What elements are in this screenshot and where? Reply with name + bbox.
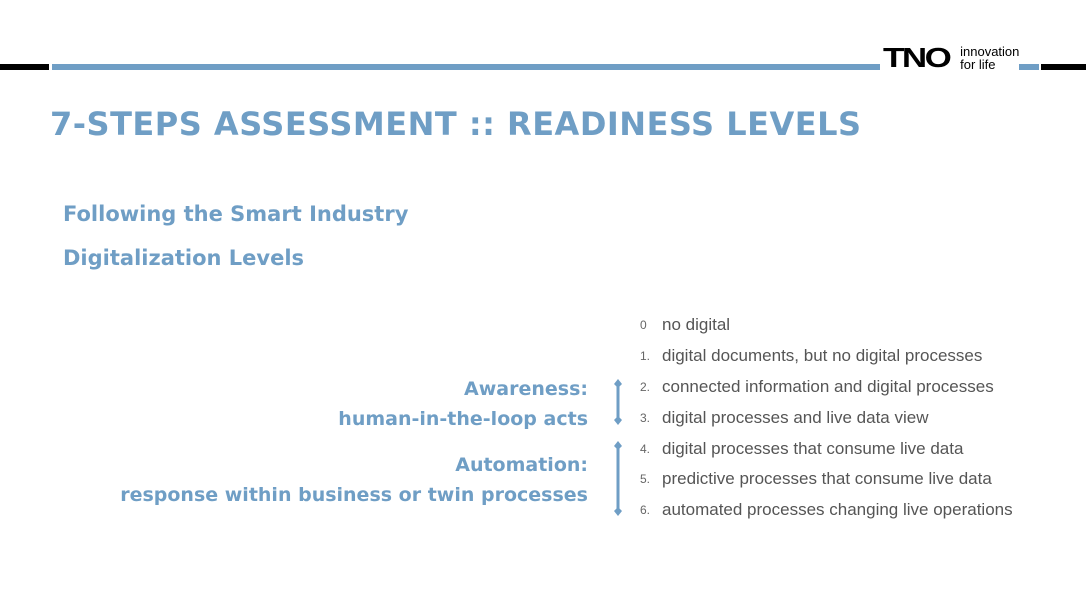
level-number: 4. <box>640 441 651 456</box>
level-text: automated processes changing live operat… <box>662 500 1013 520</box>
awareness-subtitle: human-in-the-loop acts <box>338 408 588 430</box>
level-number: 2. <box>640 379 651 394</box>
level-number: 1. <box>640 349 651 364</box>
level-text: digital processes that consume live data <box>662 438 964 458</box>
level-text: no digital <box>662 315 731 335</box>
readiness-level-list: 0 no digital 1. digital documents, but n… <box>636 310 1013 526</box>
header-bar-blue <box>52 64 880 70</box>
logo-tagline: innovation for life <box>960 44 1020 72</box>
awareness-group-label: Awareness: human-in-the-loop acts <box>338 374 588 434</box>
logo-tagline-line2: for life <box>960 57 996 72</box>
header-bar-black-left <box>0 64 49 70</box>
level-item-4: 4. digital processes that consume live d… <box>636 433 1013 464</box>
level-number: 0 <box>640 318 647 333</box>
level-text: digital documents, but no digital proces… <box>662 346 983 366</box>
automation-subtitle: response within business or twin process… <box>120 484 588 506</box>
logo-mark: TNO <box>883 44 955 72</box>
subtitle-line2: Digitalization Levels <box>63 246 305 270</box>
automation-title: Automation: <box>455 454 588 476</box>
level-number: 6. <box>640 503 651 518</box>
automation-range-arrow-icon <box>614 441 622 516</box>
level-item-2: 2. connected information and digital pro… <box>636 372 1013 403</box>
automation-group-label: Automation: response within business or … <box>120 450 588 510</box>
level-number: 5. <box>640 472 651 487</box>
level-number: 3. <box>640 410 651 425</box>
header-bar-black-right <box>1041 64 1086 70</box>
level-text: predictive processes that consume live d… <box>662 469 992 489</box>
level-text: connected information and digital proces… <box>662 376 994 396</box>
page-title: 7-STEPS ASSESSMENT :: READINESS LEVELS <box>50 105 862 143</box>
level-item-5: 5. predictive processes that consume liv… <box>636 464 1013 495</box>
awareness-title: Awareness: <box>464 378 588 400</box>
level-text: digital processes and live data view <box>662 407 929 427</box>
subtitle-line1: Following the Smart Industry <box>63 202 409 226</box>
header-bar-blue-right <box>1005 64 1039 70</box>
level-item-0: 0 no digital <box>636 310 1013 341</box>
level-item-3: 3. digital processes and live data view <box>636 402 1013 433</box>
level-item-1: 1. digital documents, but no digital pro… <box>636 341 1013 372</box>
awareness-range-arrow-icon <box>614 379 622 425</box>
logo-tagline-line1: innovation <box>960 44 1020 59</box>
tno-logo: TNO innovation for life <box>883 44 1020 72</box>
level-item-6: 6. automated processes changing live ope… <box>636 495 1013 526</box>
